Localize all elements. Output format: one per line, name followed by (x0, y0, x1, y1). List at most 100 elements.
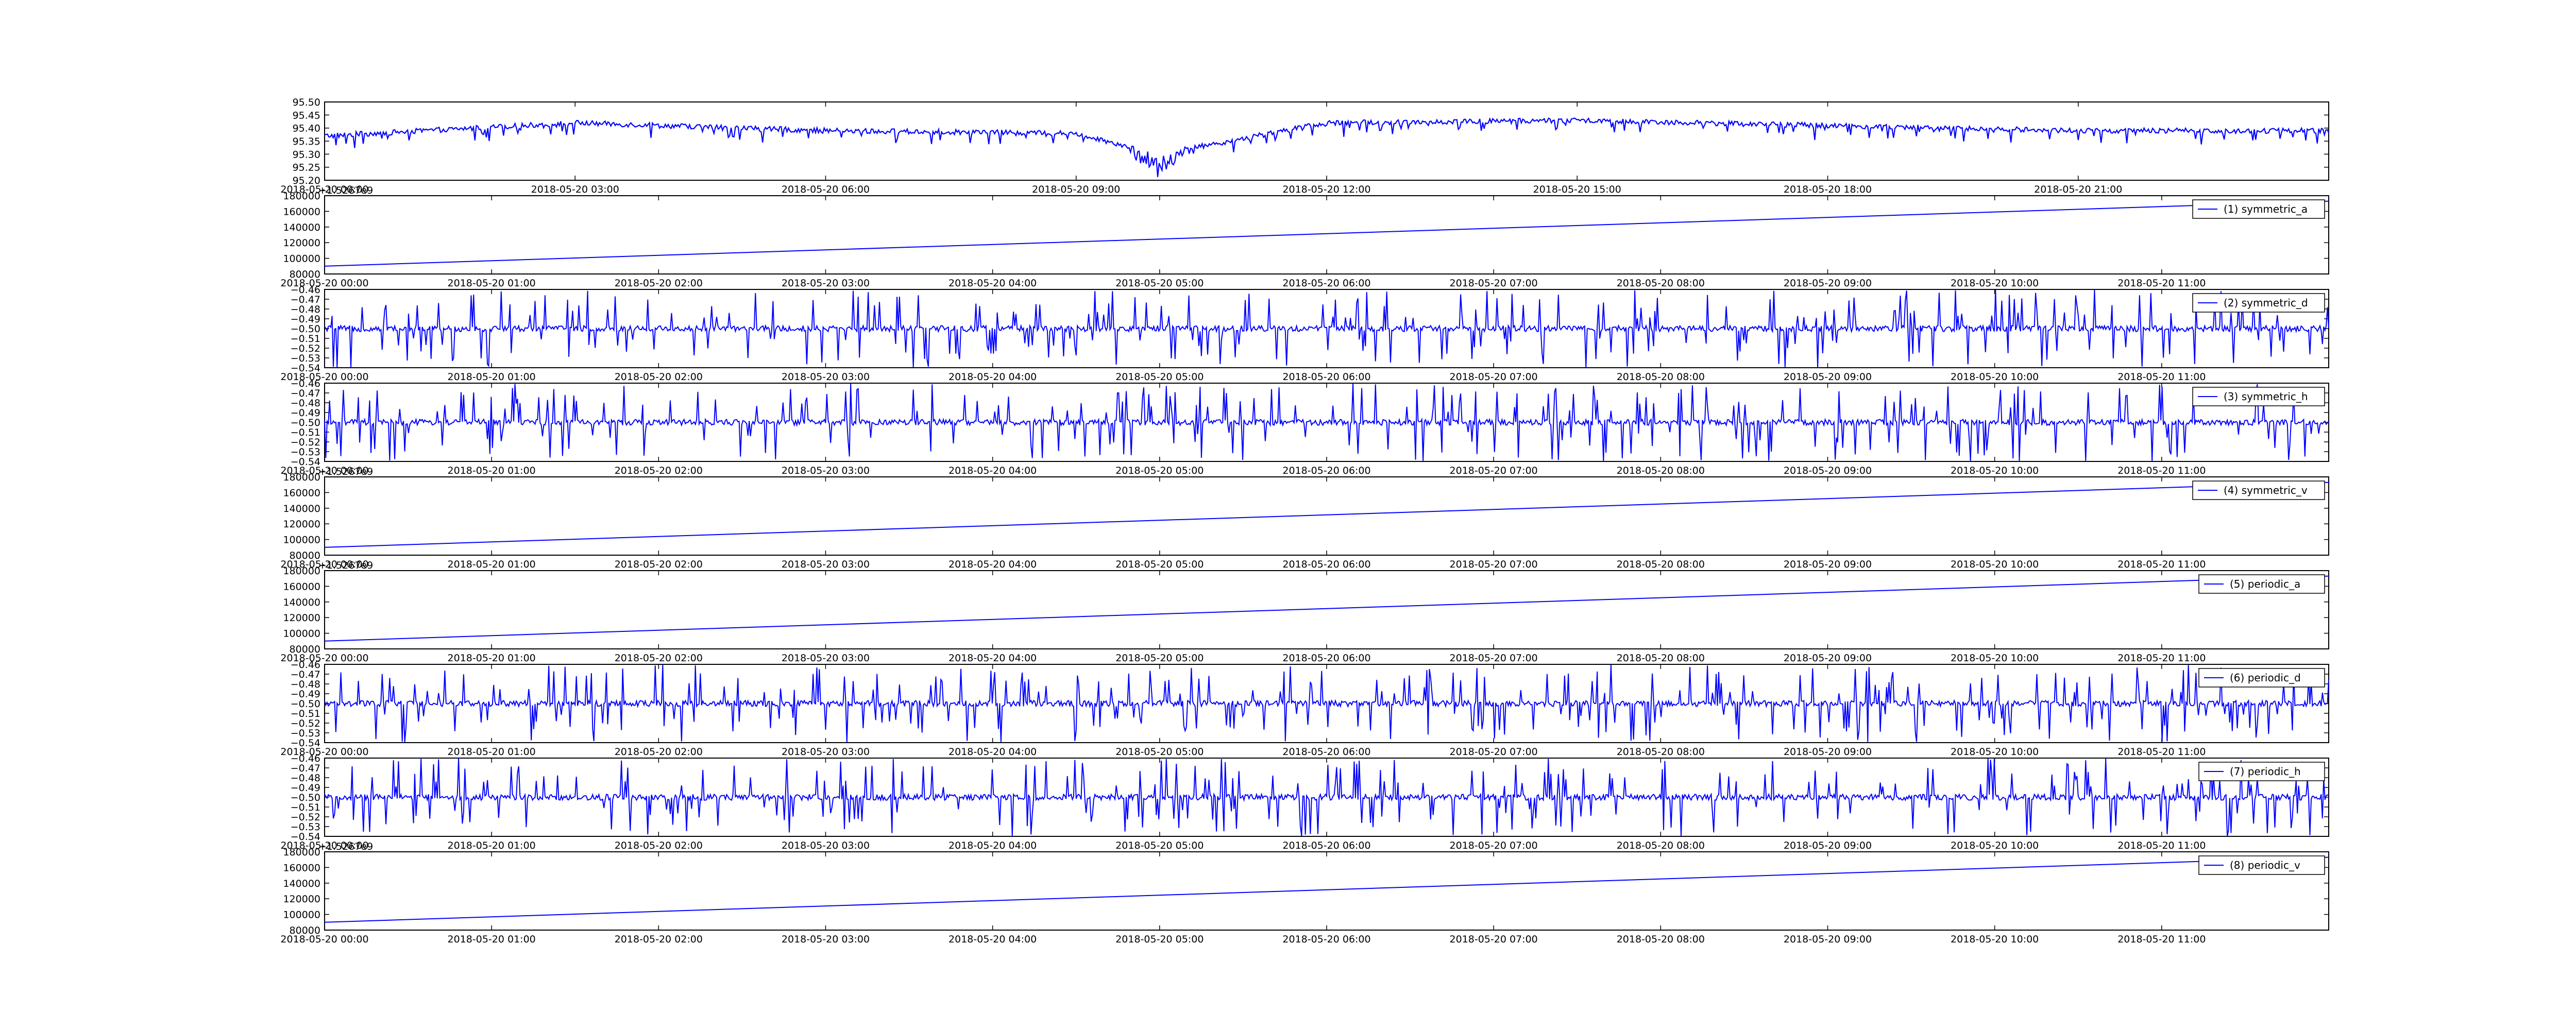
y-tick-label: −0.53 (291, 821, 320, 833)
series-line (324, 482, 2329, 548)
y-offset-label: +1.5267e9 (318, 185, 373, 196)
x-tick-label: 2018-05-20 11:00 (2117, 278, 2206, 289)
x-tick-label: 2018-05-20 07:00 (1450, 465, 1538, 476)
y-tick-label: −0.47 (291, 294, 320, 305)
axes-frame (324, 758, 2329, 837)
legend: (6) periodic_d (2198, 668, 2325, 688)
x-tick-label: 2018-05-20 11:00 (2117, 371, 2206, 383)
y-tick-label: −0.52 (291, 343, 320, 354)
x-tick-label: 2018-05-20 00:00 (280, 278, 368, 289)
x-tick-label: 2018-05-20 11:00 (2117, 559, 2206, 570)
x-tick-label: 2018-05-20 06:00 (1282, 278, 1370, 289)
x-tick-label: 2018-05-20 05:00 (1115, 465, 1204, 476)
y-tick-label: 95.50 (293, 97, 320, 108)
y-offset-label: +1.5267e9 (318, 841, 373, 852)
x-tick-label: 2018-05-20 21:00 (2034, 184, 2122, 195)
subplot-3: 2018-05-20 00:00 2018-05-20 01:00 2018-05-… (280, 284, 2329, 383)
y-tick-label: 140000 (283, 878, 320, 889)
y-tick-label: 140000 (283, 222, 320, 233)
y-tick-label: −0.48 (291, 304, 320, 315)
x-tick-label: 2018-05-20 08:00 (1617, 278, 1705, 289)
y-tick-label: −0.47 (291, 388, 320, 399)
x-tick-label: 2018-05-20 03:00 (782, 653, 870, 664)
x-tick-label: 2018-05-20 05:00 (1115, 746, 1204, 758)
x-tick-label: 2018-05-20 05:00 (1115, 934, 1204, 945)
x-tick-label: 2018-05-20 06:00 (782, 184, 870, 195)
x-tick-label: 2018-05-20 02:00 (615, 559, 703, 570)
y-tick-label: 180000 (283, 191, 320, 202)
x-tick-label: 2018-05-20 01:00 (448, 934, 536, 945)
x-tick-label: 2018-05-20 09:00 (1784, 653, 1872, 664)
legend: (8) periodic_v (2198, 855, 2325, 875)
y-tick-label: 140000 (283, 597, 320, 608)
y-tick-label: −0.47 (291, 763, 320, 774)
x-tick-label: 2018-05-20 05:00 (1115, 559, 1204, 570)
x-tick-label: 2018-05-20 06:00 (1282, 653, 1370, 664)
y-tick-label: −0.46 (291, 659, 320, 671)
series-line (324, 856, 2329, 923)
x-tick-label: 2018-05-20 00:00 (280, 746, 368, 758)
x-tick-label: 2018-05-20 06:00 (1282, 559, 1370, 570)
legend-label: (7) periodic_h (2230, 765, 2301, 778)
x-tick-label: 2018-05-20 04:00 (948, 278, 1037, 289)
x-tick-label: 2018-05-20 02:00 (615, 746, 703, 758)
series-line (324, 289, 2329, 368)
x-tick-label: 2018-05-20 05:00 (1115, 371, 1204, 383)
x-tick-label: 2018-05-20 11:00 (2117, 840, 2206, 851)
x-tick-label: 2018-05-20 08:00 (1617, 934, 1705, 945)
x-tick-label: 2018-05-20 04:00 (948, 934, 1037, 945)
legend: (4) symmetric_v (2192, 480, 2325, 500)
x-tick-label: 2018-05-20 01:00 (448, 653, 536, 664)
x-tick-label: 2018-05-20 04:00 (948, 746, 1037, 758)
axes-frame (324, 476, 2329, 556)
x-tick-label: 2018-05-20 08:00 (1617, 746, 1705, 758)
x-tick-label: 2018-05-20 10:00 (1951, 653, 2039, 664)
y-tick-label: −0.49 (291, 782, 320, 794)
legend-label: (6) periodic_d (2230, 672, 2301, 684)
x-tick-label: 2018-05-20 09:00 (1784, 371, 1872, 383)
x-tick-label: 2018-05-20 02:00 (615, 278, 703, 289)
x-tick-label: 2018-05-20 06:00 (1282, 840, 1370, 851)
x-tick-label: 2018-05-20 04:00 (948, 371, 1037, 383)
x-tick-label: 2018-05-20 01:00 (448, 465, 536, 476)
x-tick-label: 2018-05-20 07:00 (1450, 840, 1538, 851)
subplot-2: 2018-05-20 00:00 2018-05-20 01:00 2018-05-… (280, 185, 2329, 289)
x-tick-label: 2018-05-20 10:00 (1951, 371, 2039, 383)
subplot-7: 2018-05-20 00:00 2018-05-20 01:00 2018-05-… (280, 659, 2329, 758)
y-tick-label: 120000 (283, 237, 320, 249)
x-tick-label: 2018-05-20 11:00 (2117, 465, 2206, 476)
x-tick-label: 2018-05-20 10:00 (1951, 465, 2039, 476)
subplot-9: 2018-05-20 00:00 2018-05-20 01:00 2018-05-… (280, 841, 2329, 945)
x-tick-label: 2018-05-20 10:00 (1951, 746, 2039, 758)
y-tick-label: 180000 (283, 847, 320, 858)
legend-label: (1) symmetric_a (2224, 203, 2308, 215)
x-tick-label: 2018-05-20 03:00 (782, 465, 870, 476)
x-tick-label: 2018-05-20 10:00 (1951, 840, 2039, 851)
x-tick-label: 2018-05-20 03:00 (782, 371, 870, 383)
y-tick-label: 160000 (283, 581, 320, 592)
x-tick-label: 2018-05-20 05:00 (1115, 653, 1204, 664)
x-tick-label: 2018-05-20 04:00 (948, 840, 1037, 851)
x-tick-label: 2018-05-20 00:00 (280, 840, 368, 851)
y-tick-label: −0.52 (291, 437, 320, 448)
legend: (1) symmetric_a (2192, 199, 2325, 219)
series-line (324, 758, 2329, 837)
y-tick-label: −0.46 (291, 378, 320, 389)
series-line (324, 383, 2329, 461)
x-tick-label: 2018-05-20 05:00 (1115, 278, 1204, 289)
y-tick-label: 95.20 (293, 175, 320, 186)
x-tick-label: 2018-05-20 06:00 (1282, 371, 1370, 383)
y-tick-label: −0.49 (291, 407, 320, 419)
x-tick-label: 2018-05-20 11:00 (2117, 746, 2206, 758)
legend-label: (4) symmetric_v (2224, 484, 2308, 496)
x-tick-label: 2018-05-20 03:00 (782, 840, 870, 851)
axes-frame (324, 570, 2329, 649)
y-tick-label: −0.54 (291, 831, 320, 843)
y-tick-label: −0.53 (291, 728, 320, 739)
y-tick-label: 95.25 (293, 162, 320, 174)
x-tick-label: 2018-05-20 09:00 (1784, 278, 1872, 289)
x-tick-label: 2018-05-20 15:00 (1533, 184, 1621, 195)
y-tick-label: −0.48 (291, 398, 320, 409)
y-tick-label: −0.46 (291, 753, 320, 764)
y-tick-label: −0.52 (291, 812, 320, 823)
